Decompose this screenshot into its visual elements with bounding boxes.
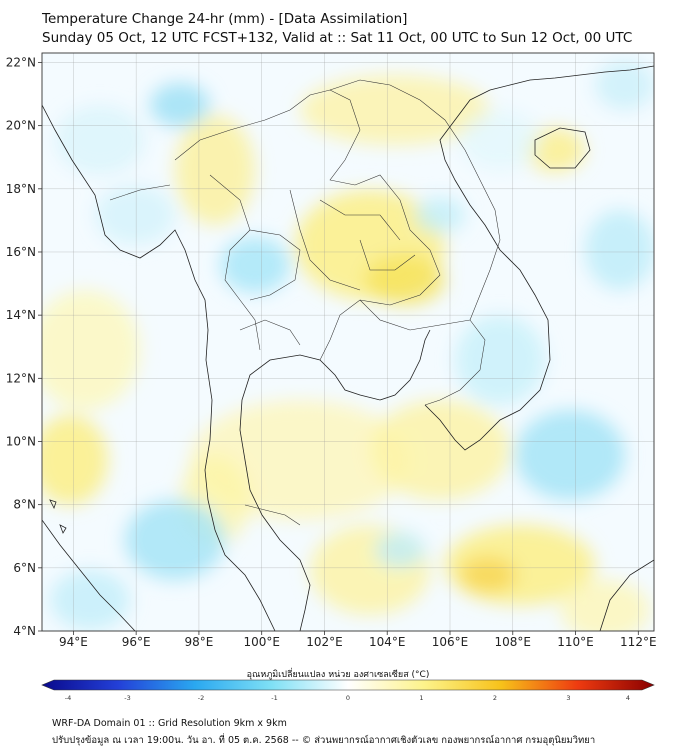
latitude-axis: 4°N 6°N 8°N 10°N 12°N 14°N 16°N 18°N 20°N 22°N	[6, 55, 42, 638]
lat-tick-label: 14°N	[6, 308, 36, 322]
plot-frame	[41, 52, 655, 632]
lon-tick-label: 108°E	[495, 635, 532, 649]
lon-tick-label: 94°E	[59, 635, 88, 649]
lat-tick-label: 18°N	[6, 182, 36, 196]
map-title: Temperature Change 24-hr (mm) - [Data As…	[42, 11, 408, 27]
lat-tick-label: 8°N	[13, 498, 36, 512]
temperature-field	[42, 53, 654, 631]
lat-tick-label: 22°N	[6, 55, 36, 69]
colorbar-label: อุณหภูมิเปลี่ยนแปลง หน่วย องศาเซลเซียส (…	[246, 670, 430, 680]
colorbar-tick-label: 2	[493, 694, 497, 702]
lon-tick-label: 96°E	[122, 635, 151, 649]
colorbar-tick-label: 3	[566, 694, 570, 702]
map-gridlines	[42, 53, 654, 632]
lon-tick-label: 104°E	[369, 635, 406, 649]
colorbar-tick-label: 1	[419, 694, 423, 702]
lon-tick-label: 98°E	[184, 635, 213, 649]
lat-tick-label: 12°N	[6, 371, 36, 385]
lat-tick-label: 6°N	[13, 561, 36, 575]
colorbar-tick-label: 4	[626, 694, 630, 702]
colorbar-tick-label: 0	[346, 694, 350, 702]
lon-tick-label: 110°E	[557, 635, 594, 649]
colorbar-tick-label: -3	[124, 694, 130, 702]
lon-tick-label: 100°E	[243, 635, 280, 649]
lat-tick-label: 20°N	[6, 119, 36, 133]
lon-tick-label: 106°E	[432, 635, 469, 649]
colorbar-tick-label: -2	[198, 694, 204, 702]
longitude-axis: 94°E 96°E 98°E 100°E 102°E 104°E 106°E 108°E 110…	[59, 631, 657, 649]
colorbar-tick-label: -1	[271, 694, 277, 702]
map-subtitle: Sunday 05 Oct, 12 UTC FCST+132, Valid at…	[42, 30, 633, 46]
lat-tick-label: 16°N	[6, 245, 36, 259]
colorbar-tick-label: -4	[65, 694, 71, 702]
colorbar: -4 -3 -2 -1 0 1 2 3 4	[41, 679, 655, 702]
lon-tick-label: 112°E	[620, 635, 657, 649]
country-borders	[109, 79, 501, 526]
footer-update-info: ปรับปรุงข้อมูล ณ เวลา 19:00น. วัน อา. ที…	[52, 735, 596, 746]
lon-tick-label: 102°E	[306, 635, 343, 649]
lat-tick-label: 4°N	[13, 624, 36, 638]
footer-model-info: WRF-DA Domain 01 :: Grid Resolution 9km …	[52, 718, 287, 729]
lat-tick-label: 10°N	[6, 434, 36, 448]
coastlines	[42, 65, 654, 631]
